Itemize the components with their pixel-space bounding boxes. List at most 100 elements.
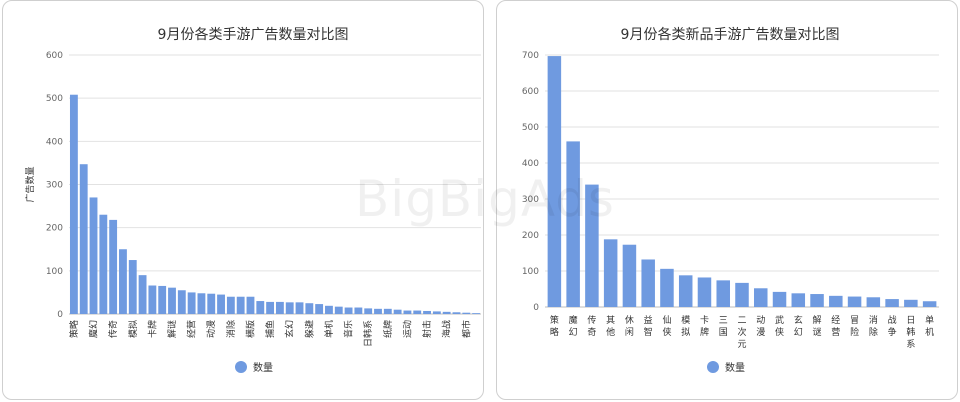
y-tick-label: 600	[522, 87, 539, 97]
bar	[128, 260, 137, 314]
bar	[148, 285, 157, 314]
y-tick-label: 0	[57, 310, 63, 320]
bar	[383, 308, 392, 314]
legend-label: 数量	[253, 361, 273, 374]
x-tick-label: 解谜	[166, 320, 178, 338]
x-tick-label: 消除	[869, 314, 878, 338]
bar	[735, 282, 749, 307]
bar	[754, 288, 768, 307]
bar	[187, 292, 196, 314]
x-tick-label: 策略	[550, 314, 559, 338]
y-tick-label: 200	[46, 224, 63, 234]
x-tick-label: 经营	[831, 314, 840, 338]
y-tick-label: 700	[522, 51, 539, 61]
chart-title: 9月份各类新品手游广告数量对比图	[621, 27, 840, 43]
bar	[432, 311, 441, 314]
bar	[452, 312, 461, 314]
bar	[158, 285, 167, 314]
x-tick-label: 射击	[421, 320, 433, 338]
bar	[99, 214, 108, 314]
y-tick-label: 300	[46, 181, 63, 191]
bar	[829, 295, 843, 307]
bar	[256, 301, 265, 314]
chart-panel-all-games: 9月份各类手游广告数量对比图 0 100 200 300 400 500 600 广告数量 策略魔…	[2, 0, 484, 400]
bar	[119, 249, 127, 314]
x-tick-label: 动漫	[756, 315, 765, 338]
bar	[364, 308, 373, 314]
legend-marker	[707, 361, 719, 373]
x-tick-label: 二次元	[737, 316, 746, 350]
x-tick-label: 都市	[460, 320, 472, 338]
bar	[109, 219, 118, 314]
bar	[217, 294, 225, 314]
x-tick-label: 卡牌	[700, 314, 709, 338]
bar	[847, 296, 862, 307]
chart-panel-new-games: 9月份各类新品手游广告数量对比图 0 100 200 300 400 500 600 700 策略…	[496, 0, 958, 400]
x-tick-label: 战争	[888, 315, 897, 338]
bar	[641, 259, 655, 307]
bar	[622, 244, 637, 307]
x-tick-label: 经营	[186, 320, 198, 338]
x-tick-label: 捕鱼	[264, 320, 276, 338]
bar	[168, 287, 176, 314]
bar	[295, 302, 304, 314]
x-tick-label: 消除	[225, 320, 237, 338]
bar	[393, 309, 402, 314]
x-tick-label: 三国	[719, 316, 728, 338]
bar	[885, 299, 899, 307]
bar	[89, 197, 98, 314]
y-tick-label: 0	[533, 303, 539, 313]
bar	[236, 296, 245, 314]
bar	[275, 301, 284, 314]
bar	[697, 277, 712, 307]
x-tick-label: 益智	[644, 314, 653, 338]
bar	[678, 275, 693, 307]
y-axis-label: 广告数量	[24, 166, 36, 202]
x-tick-label: 单机	[925, 314, 934, 338]
bar	[354, 307, 363, 314]
y-tick-label: 400	[522, 159, 539, 169]
bar	[462, 312, 471, 314]
bar	[660, 268, 674, 307]
bar	[325, 305, 333, 314]
bar	[566, 141, 580, 307]
x-tick-label: 单机	[323, 320, 335, 338]
legend-marker	[235, 361, 247, 373]
x-tick-label: 冒险	[850, 315, 859, 338]
y-tick-label: 500	[522, 123, 539, 133]
y-tick-label: 100	[522, 267, 539, 277]
x-tick-label: 武侠	[775, 314, 784, 338]
bar-chart-all-games: 9月份各类手游广告数量对比图 0 100 200 300 400 500 600 广告数量策略魔…	[24, 27, 481, 374]
bar	[904, 299, 918, 307]
bar	[442, 311, 451, 314]
x-tick-label: 传奇	[107, 320, 119, 338]
x-tick-label: 日韩系	[906, 315, 915, 350]
x-tick-label: 音乐	[343, 320, 355, 338]
y-tick-label: 500	[46, 94, 63, 104]
x-tick-label: 玄幻	[284, 320, 296, 338]
x-tick-label: 解谜	[813, 314, 822, 338]
bar	[138, 275, 147, 314]
bar	[922, 301, 937, 307]
bar	[603, 239, 618, 307]
x-tick-label: 卡牌	[146, 320, 158, 338]
bar	[374, 308, 382, 314]
x-tick-label: 魔幻	[569, 314, 578, 338]
bar	[177, 290, 186, 314]
bar	[266, 301, 275, 314]
y-tick-label: 200	[522, 231, 539, 241]
bar	[207, 293, 216, 314]
bar	[716, 280, 730, 307]
y-tick-label: 300	[522, 195, 539, 205]
bar	[79, 164, 88, 314]
x-tick-label: 日韩系	[362, 320, 374, 347]
bar	[413, 310, 422, 314]
x-tick-label: 玄幻	[794, 314, 803, 338]
bar	[246, 296, 255, 314]
y-tick-label: 100	[46, 267, 63, 277]
y-tick-label: 600	[46, 51, 63, 61]
bar	[305, 303, 314, 314]
x-tick-label: 传奇	[587, 314, 596, 338]
bar	[344, 307, 353, 314]
x-tick-label: 模拟	[127, 320, 139, 338]
